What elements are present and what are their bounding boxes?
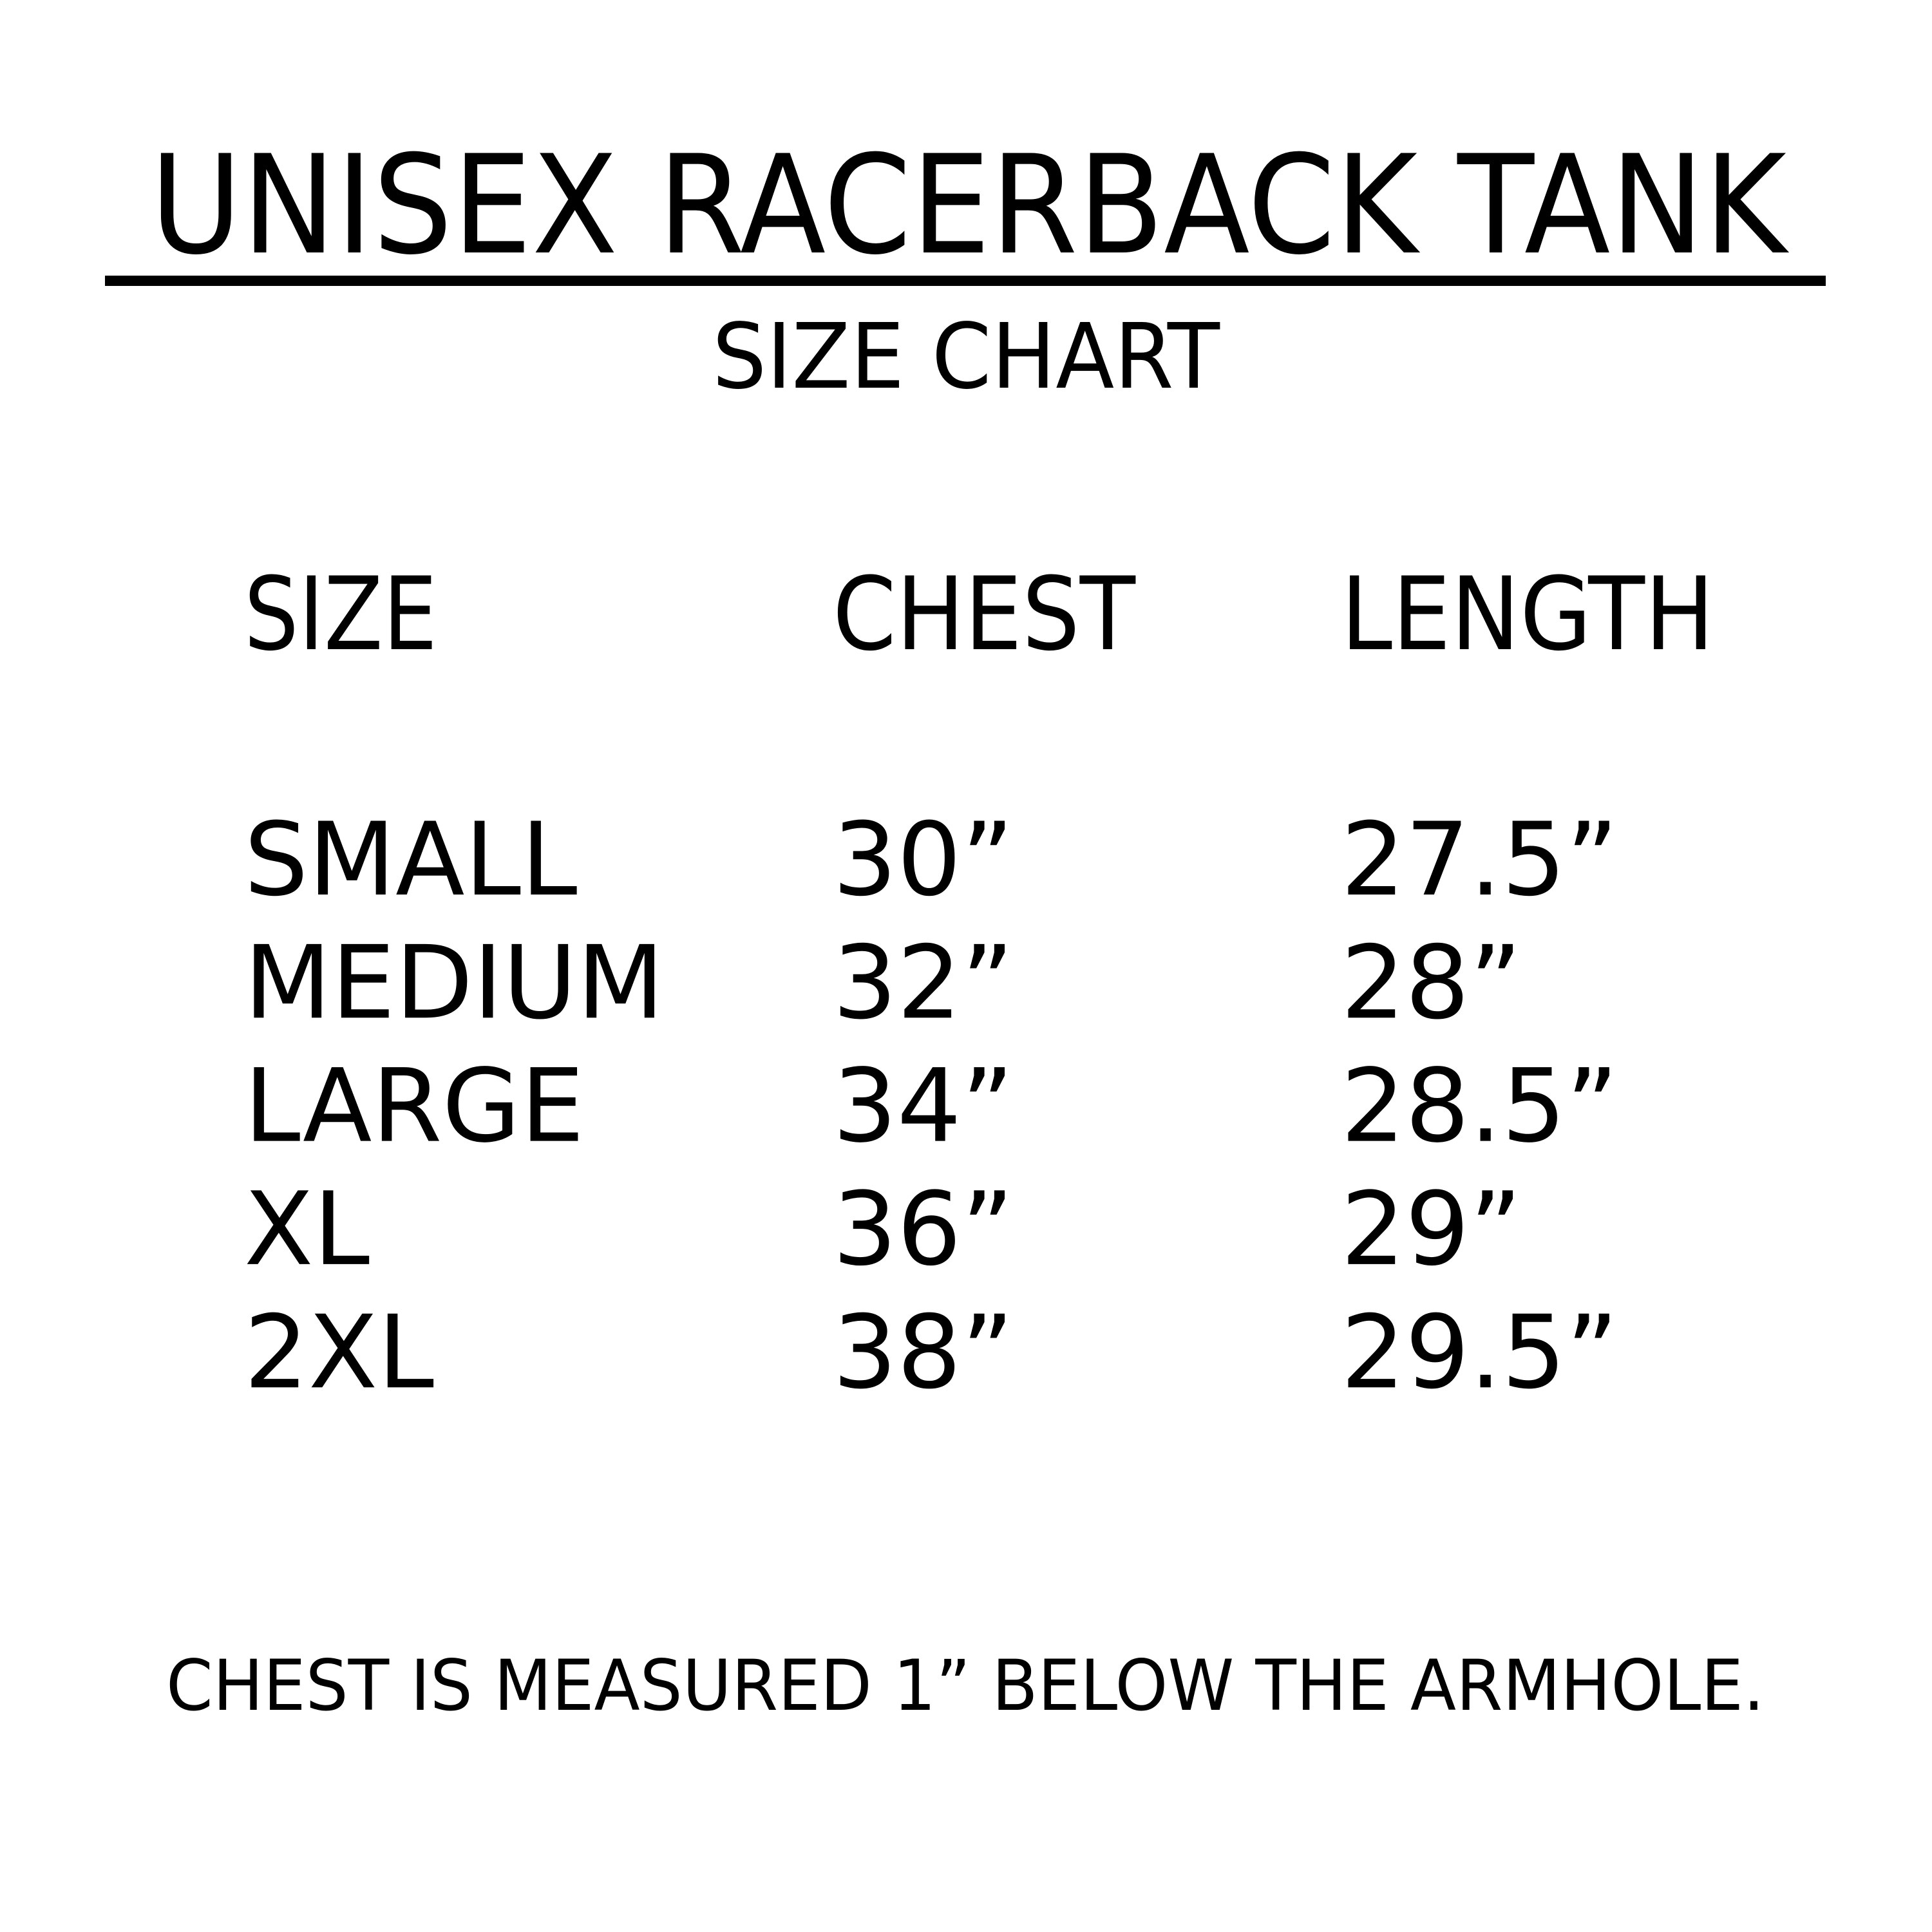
row-size: 2XL <box>244 1294 434 1412</box>
row-chest: 36” <box>833 1171 1014 1289</box>
row-length: 29.5” <box>1341 1294 1618 1412</box>
row-size: SMALL <box>244 801 577 919</box>
row-chest: 30” <box>833 801 1014 919</box>
title-divider <box>105 276 1826 286</box>
size-table: SIZE CHEST LENGTH SMALL 30” 27.5” MEDIUM 32”… <box>244 556 1714 1412</box>
row-size: LARGE <box>244 1048 584 1166</box>
row-length: 28.5” <box>1341 1048 1618 1166</box>
page-title: UNISEX RACERBACK TANK <box>150 126 1790 285</box>
subtitle: SIZE CHART <box>712 305 1220 410</box>
row-chest: 32” <box>833 924 1014 1042</box>
footnote: CHEST IS MEASURED 1” BELOW THE ARMHOLE. <box>166 1645 1765 1727</box>
header-length: LENGTH <box>1341 556 1714 674</box>
row-length: 29” <box>1341 1171 1522 1289</box>
row-chest: 38” <box>833 1294 1014 1412</box>
header-chest: CHEST <box>833 556 1136 674</box>
row-length: 27.5” <box>1341 801 1618 919</box>
header-size: SIZE <box>244 556 437 674</box>
row-chest: 34” <box>833 1048 1014 1166</box>
row-size: XL <box>244 1171 370 1289</box>
row-size: MEDIUM <box>244 924 664 1042</box>
row-length: 28” <box>1341 924 1522 1042</box>
